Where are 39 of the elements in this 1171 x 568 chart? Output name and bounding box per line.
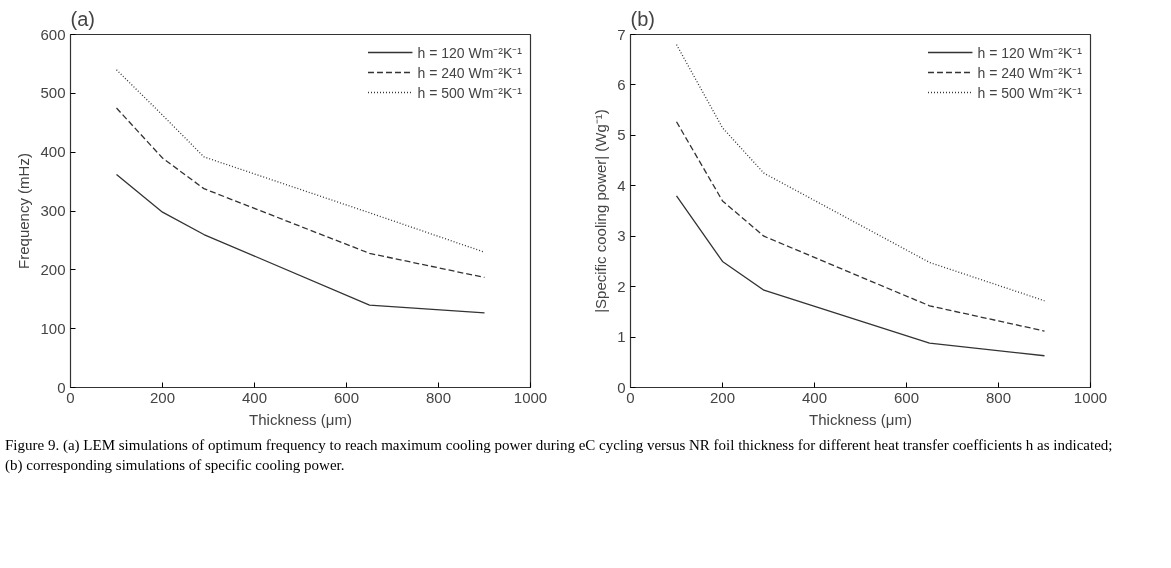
x-tick-label: 600 [333,388,360,406]
y-tick-label: 300 [40,202,66,219]
x-tick-label: 400 [241,388,268,406]
x-tick-label: 400 [801,388,828,406]
chart-title: (a) [70,7,95,30]
x-tick-label: 1000 [513,388,548,406]
y-tick-label: 600 [40,25,66,43]
legend-label: h = 500 Wm⁻²K⁻¹ [977,83,1082,102]
y-tick-label: 4 [617,176,626,194]
y-axis-title: Frequency (mHz) [15,153,33,269]
x-axis-title: Thickness (μm) [809,410,912,428]
y-axis-title: |Specific cooling power| (Wg⁻¹) [592,109,610,313]
x-tick-label: 800 [985,388,1012,406]
legend-label: h = 120 Wm⁻²K⁻¹ [417,43,522,62]
caption: Figure 9. (a) LEM simulations of optimum frequency to reach maximum cooling power during eC cycling versus NR foil thickness for different heat transfer coefficients h as indicated; (b) corresponding simulations of specific cooling power. [5,436,1114,476]
y-tick-label: 400 [40,143,66,161]
y-tick-label: 200 [40,260,66,278]
y-tick-label: 500 [40,84,66,102]
legend-label: h = 500 Wm⁻²K⁻¹ [417,83,522,102]
y-tick-label: 7 [617,25,626,43]
y-tick-label: 100 [40,319,66,337]
y-tick-label: 6 [617,75,626,93]
line-series [115,173,486,314]
legend-label: h = 240 Wm⁻²K⁻¹ [977,63,1082,82]
chart-title: (b) [630,7,655,30]
line-series [675,121,1046,332]
x-axis-title: Thickness (μm) [249,410,352,428]
legend-label: h = 120 Wm⁻²K⁻¹ [977,43,1082,62]
line-series [675,195,1046,357]
y-tick-label: 3 [617,227,626,245]
x-tick-label: 200 [149,388,176,406]
x-tick-label: 600 [893,388,920,406]
x-tick-label: 1000 [1073,388,1108,406]
y-tick-label: 2 [617,277,626,295]
y-tick-label: 5 [617,126,626,144]
x-tick-label: 800 [425,388,452,406]
x-tick-label: 200 [709,388,736,406]
y-tick-label: 1 [617,328,626,346]
legend-label: h = 240 Wm⁻²K⁻¹ [417,63,522,82]
